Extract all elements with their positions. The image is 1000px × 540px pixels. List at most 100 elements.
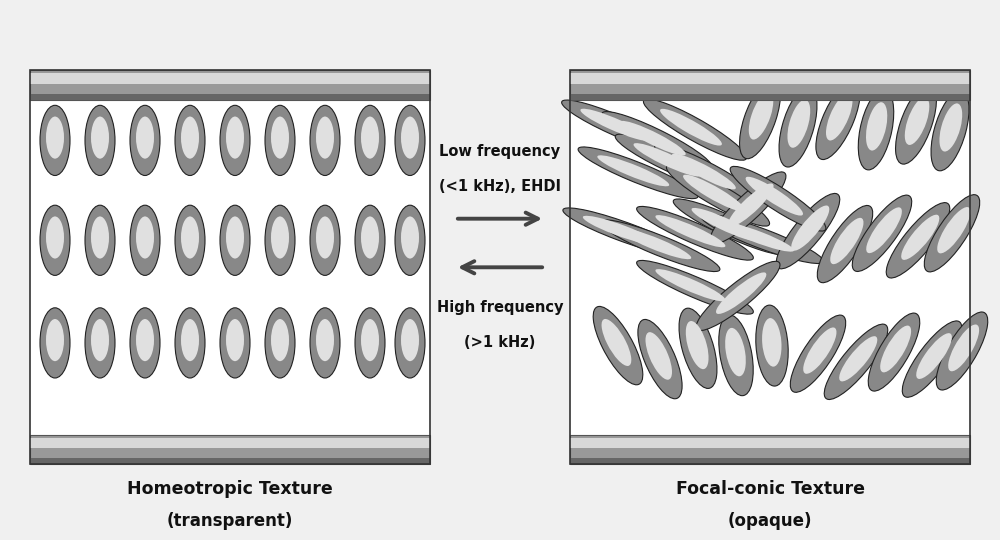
Ellipse shape: [615, 134, 729, 190]
Ellipse shape: [637, 260, 753, 314]
Ellipse shape: [395, 308, 425, 378]
Ellipse shape: [175, 308, 205, 378]
Ellipse shape: [673, 199, 787, 255]
Ellipse shape: [578, 147, 698, 199]
Ellipse shape: [817, 205, 873, 283]
Ellipse shape: [866, 102, 887, 151]
Ellipse shape: [719, 315, 753, 396]
Ellipse shape: [696, 261, 780, 330]
Ellipse shape: [316, 217, 334, 259]
Ellipse shape: [936, 312, 988, 390]
Ellipse shape: [46, 217, 64, 259]
Text: Low frequency: Low frequency: [439, 144, 561, 159]
Ellipse shape: [749, 92, 773, 139]
Ellipse shape: [620, 121, 686, 156]
Bar: [30, 458, 430, 464]
Bar: [570, 70, 970, 464]
Ellipse shape: [85, 105, 115, 176]
Ellipse shape: [563, 208, 687, 256]
Bar: [570, 70, 970, 464]
Ellipse shape: [633, 143, 702, 177]
Ellipse shape: [395, 105, 425, 176]
Ellipse shape: [939, 103, 962, 152]
Ellipse shape: [826, 93, 853, 140]
Ellipse shape: [130, 105, 160, 176]
Bar: [30, 437, 430, 448]
Bar: [30, 70, 430, 464]
Ellipse shape: [672, 154, 736, 190]
Ellipse shape: [220, 205, 250, 275]
Ellipse shape: [271, 217, 289, 259]
Ellipse shape: [130, 308, 160, 378]
Ellipse shape: [916, 333, 952, 379]
Ellipse shape: [816, 80, 860, 159]
Ellipse shape: [226, 319, 244, 361]
Ellipse shape: [136, 319, 154, 361]
Ellipse shape: [181, 217, 199, 259]
Ellipse shape: [597, 156, 669, 186]
Bar: [30, 435, 430, 464]
Text: (>1 kHz): (>1 kHz): [464, 335, 536, 350]
Bar: [30, 73, 430, 84]
Ellipse shape: [265, 105, 295, 176]
Ellipse shape: [790, 315, 846, 393]
Ellipse shape: [310, 308, 340, 378]
Ellipse shape: [638, 320, 682, 399]
Ellipse shape: [839, 336, 877, 381]
Ellipse shape: [220, 308, 250, 378]
Ellipse shape: [220, 105, 250, 176]
Ellipse shape: [130, 205, 160, 275]
Ellipse shape: [310, 105, 340, 176]
Ellipse shape: [666, 165, 770, 226]
Ellipse shape: [361, 117, 379, 159]
Ellipse shape: [175, 105, 205, 176]
Ellipse shape: [181, 319, 199, 361]
Bar: [570, 435, 970, 464]
Ellipse shape: [643, 99, 747, 160]
Ellipse shape: [779, 87, 817, 167]
Ellipse shape: [924, 194, 980, 272]
Ellipse shape: [701, 214, 823, 264]
Ellipse shape: [868, 313, 920, 391]
Ellipse shape: [902, 321, 962, 397]
Ellipse shape: [619, 228, 691, 259]
Ellipse shape: [40, 205, 70, 275]
Ellipse shape: [401, 117, 419, 159]
Ellipse shape: [91, 217, 109, 259]
Bar: [30, 94, 430, 100]
Bar: [30, 70, 430, 100]
Ellipse shape: [361, 217, 379, 259]
Ellipse shape: [762, 318, 782, 367]
Ellipse shape: [728, 184, 774, 227]
Ellipse shape: [265, 308, 295, 378]
Ellipse shape: [355, 308, 385, 378]
Ellipse shape: [655, 144, 761, 204]
Ellipse shape: [583, 216, 657, 245]
Ellipse shape: [265, 205, 295, 275]
Bar: [570, 73, 970, 84]
Ellipse shape: [85, 205, 115, 275]
Ellipse shape: [85, 308, 115, 378]
Ellipse shape: [355, 105, 385, 176]
Ellipse shape: [683, 174, 745, 212]
Bar: [570, 94, 970, 100]
Ellipse shape: [858, 89, 894, 170]
Ellipse shape: [896, 84, 936, 164]
Ellipse shape: [46, 117, 64, 159]
Ellipse shape: [600, 220, 720, 272]
Ellipse shape: [686, 321, 709, 369]
Ellipse shape: [226, 217, 244, 259]
Ellipse shape: [655, 215, 725, 247]
Ellipse shape: [655, 269, 725, 301]
Ellipse shape: [355, 205, 385, 275]
Bar: [30, 70, 430, 464]
Ellipse shape: [271, 117, 289, 159]
Ellipse shape: [791, 206, 829, 251]
Ellipse shape: [395, 205, 425, 275]
Ellipse shape: [40, 308, 70, 378]
Text: Homeotropic Texture: Homeotropic Texture: [127, 480, 333, 498]
Ellipse shape: [562, 100, 678, 154]
Ellipse shape: [602, 319, 631, 366]
Ellipse shape: [181, 117, 199, 159]
Ellipse shape: [716, 272, 766, 314]
